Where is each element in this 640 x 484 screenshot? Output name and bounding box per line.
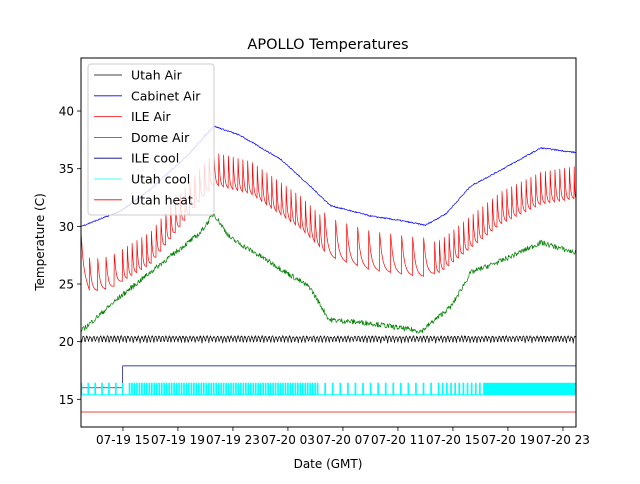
legend-label: Utah Air [131,68,183,83]
x-tick-label: 07-19 23 [206,433,260,447]
x-tick-label: 07-20 07 [316,433,370,447]
chart-title: APOLLO Temperatures [247,37,408,53]
x-tick-label: 07-20 23 [536,433,590,447]
legend-box [87,63,215,216]
legend-label: ILE Air [131,109,172,124]
y-tick-label: 30 [59,220,74,234]
y-tick-label: 20 [59,335,74,349]
legend-label: ILE cool [131,151,179,166]
x-tick-label: 07-20 11 [371,433,425,447]
y-axis-label: Temperature (C) [33,193,47,292]
x-tick-label: 07-20 15 [426,433,480,447]
x-tick-label: 07-19 15 [96,433,150,447]
y-tick-label: 40 [59,105,74,119]
series-line-utah-air [81,335,576,344]
x-tick-label: 07-20 19 [481,433,535,447]
legend-label: Utah heat [131,192,193,207]
y-tick-label: 15 [59,393,74,407]
legend-label: Dome Air [131,130,190,145]
series-line-utah-cool [81,382,576,396]
legend-label: Utah cool [131,172,190,187]
legend-label: Cabinet Air [131,88,201,103]
series-line-ile-air [81,152,576,292]
x-axis: 07-19 15 07-19 19 07-19 23 07-20 03 07-20 07… [96,427,590,447]
x-tick-label: 07-20 03 [261,433,315,447]
y-tick-label: 25 [59,278,74,292]
axes-frame [80,57,577,428]
y-tick-label: 35 [59,162,74,176]
y-axis: 15 20 25 30 35 40 [59,105,81,407]
x-tick-label: 07-19 19 [151,433,205,447]
x-axis-label: Date (GMT) [294,457,363,471]
legend: Utah Air Cabinet Air ILE Air Dome Air ILE co… [87,63,215,216]
series-line-dome-air [81,213,576,334]
